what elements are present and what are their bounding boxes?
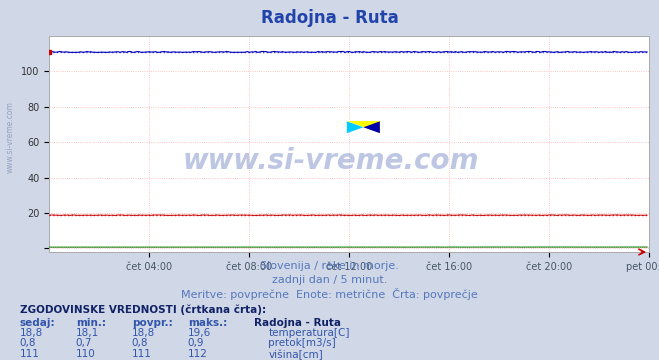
- Text: pretok[m3/s]: pretok[m3/s]: [268, 338, 336, 348]
- Text: 0,9: 0,9: [188, 338, 204, 348]
- Text: 0,8: 0,8: [132, 338, 148, 348]
- Text: povpr.:: povpr.:: [132, 318, 173, 328]
- Text: www.si-vreme.com: www.si-vreme.com: [5, 101, 14, 173]
- Text: Slovenija / reke in morje.: Slovenija / reke in morje.: [260, 261, 399, 271]
- Text: 110: 110: [76, 349, 96, 359]
- Text: Radojna - Ruta: Radojna - Ruta: [260, 9, 399, 27]
- Text: sedaj:: sedaj:: [20, 318, 55, 328]
- Text: 18,8: 18,8: [20, 328, 43, 338]
- Text: 0,7: 0,7: [76, 338, 92, 348]
- Text: ZGODOVINSKE VREDNOSTI (črtkana črta):: ZGODOVINSKE VREDNOSTI (črtkana črta):: [20, 304, 266, 315]
- Text: www.si-vreme.com: www.si-vreme.com: [183, 147, 480, 175]
- Polygon shape: [347, 121, 380, 133]
- Text: 112: 112: [188, 349, 208, 359]
- Text: 111: 111: [20, 349, 40, 359]
- Text: zadnji dan / 5 minut.: zadnji dan / 5 minut.: [272, 275, 387, 285]
- Text: višina[cm]: višina[cm]: [268, 349, 323, 360]
- Polygon shape: [347, 121, 363, 133]
- Text: 18,1: 18,1: [76, 328, 99, 338]
- Text: 111: 111: [132, 349, 152, 359]
- Text: temperatura[C]: temperatura[C]: [268, 328, 350, 338]
- Text: Radojna - Ruta: Radojna - Ruta: [254, 318, 341, 328]
- Text: maks.:: maks.:: [188, 318, 227, 328]
- Polygon shape: [363, 121, 380, 133]
- Text: 18,8: 18,8: [132, 328, 155, 338]
- Text: 19,6: 19,6: [188, 328, 211, 338]
- Text: min.:: min.:: [76, 318, 106, 328]
- Text: Meritve: povprečne  Enote: metrične  Črta: povprečje: Meritve: povprečne Enote: metrične Črta:…: [181, 288, 478, 300]
- Text: 0,8: 0,8: [20, 338, 36, 348]
